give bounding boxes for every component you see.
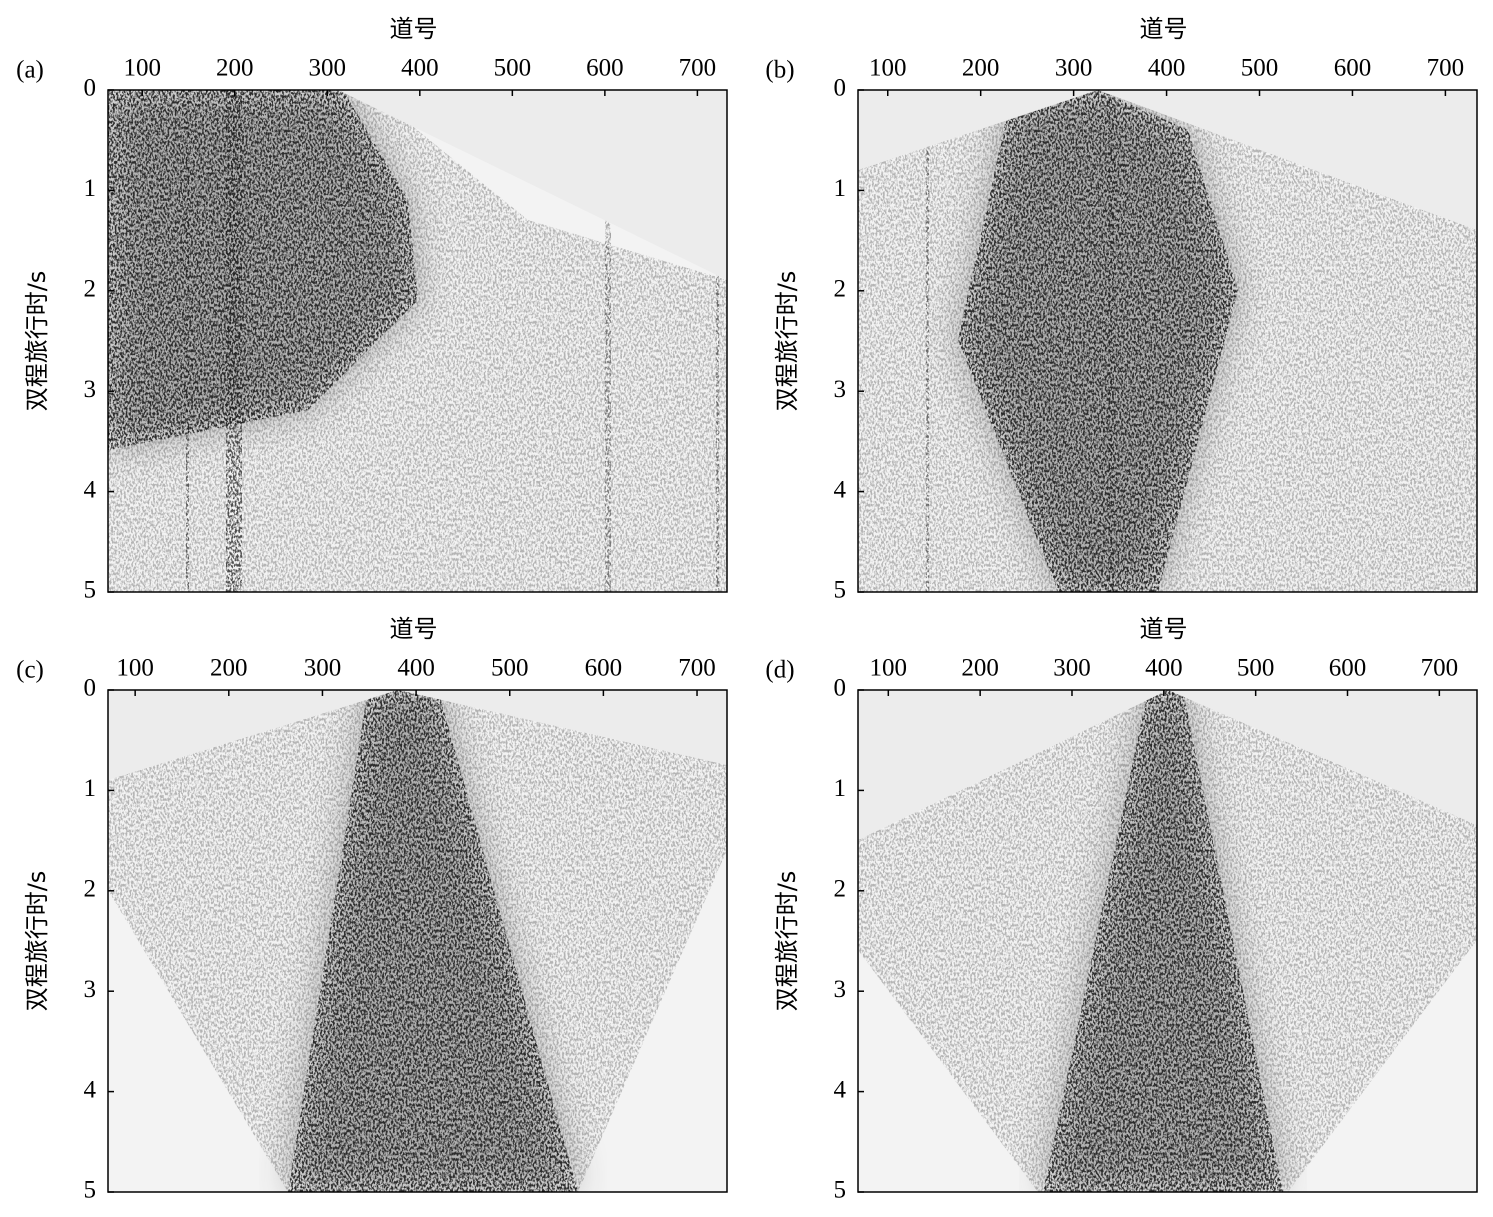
wave-energy-core <box>288 690 578 1192</box>
wave-energy-core <box>1043 690 1283 1192</box>
x-tick-label: 200 <box>210 655 248 682</box>
x-tick-label: 600 <box>1329 655 1367 682</box>
y-tick-label: 0 <box>834 675 847 702</box>
x-tick-label: 700 <box>678 655 716 682</box>
x-tick-label: 200 <box>961 655 999 682</box>
quiet-zone <box>1168 690 1477 825</box>
y-tick-label: 2 <box>84 276 97 303</box>
x-tick-label: 600 <box>586 55 624 82</box>
y-tick-label: 0 <box>84 75 97 102</box>
x-axis-label: 道号 <box>390 615 438 643</box>
plot-frame <box>107 89 728 593</box>
wave-energy-core <box>108 90 418 450</box>
x-tick-label: 700 <box>1421 655 1459 682</box>
plot-frame <box>107 689 728 1193</box>
y-tick-label: 0 <box>84 675 97 702</box>
y-tick-label: 4 <box>834 476 847 503</box>
y-tick-label: 2 <box>834 276 847 303</box>
panel-label: (b) <box>765 57 794 84</box>
y-tick-label: 5 <box>834 577 847 604</box>
x-tick-label: 300 <box>309 55 347 82</box>
noise-trace <box>186 90 189 592</box>
y-tick-label: 3 <box>834 976 847 1003</box>
y-tick-label: 4 <box>84 476 97 503</box>
y-axis-label: 双程旅行时/s <box>773 271 801 412</box>
quiet-zone <box>1098 90 1477 230</box>
plot-area <box>108 690 727 1192</box>
plot-area <box>858 690 1477 1192</box>
x-tick-label: 600 <box>1334 55 1372 82</box>
x-tick-label: 500 <box>1241 55 1279 82</box>
x-tick-label: 100 <box>123 55 161 82</box>
x-tick-label: 500 <box>491 655 529 682</box>
noise-trace <box>605 90 611 592</box>
quiet-zone <box>858 90 1098 170</box>
x-tick-label: 500 <box>1237 655 1275 682</box>
x-tick-label: 300 <box>304 655 342 682</box>
x-tick-label: 300 <box>1053 655 1091 682</box>
x-tick-label: 500 <box>494 55 532 82</box>
x-axis-label: 道号 <box>1140 615 1188 643</box>
y-tick-label: 0 <box>834 75 847 102</box>
noise-trace <box>1108 90 1114 592</box>
noise-trace <box>226 90 242 592</box>
plot-area <box>858 90 1477 592</box>
y-tick-label: 3 <box>84 376 97 403</box>
panel-label: (c) <box>16 657 44 684</box>
noise-trace <box>716 90 719 592</box>
quiet-zone <box>398 690 727 765</box>
y-axis-label: 双程旅行时/s <box>23 271 51 412</box>
x-tick-label: 400 <box>397 655 435 682</box>
y-tick-label: 4 <box>834 1076 847 1103</box>
y-tick-label: 3 <box>84 976 97 1003</box>
y-axis-label: 双程旅行时/s <box>773 871 801 1012</box>
y-tick-label: 5 <box>84 577 97 604</box>
x-tick-label: 700 <box>679 55 717 82</box>
plot-frame <box>857 89 1478 593</box>
x-tick-label: 300 <box>1055 55 1093 82</box>
y-tick-label: 5 <box>834 1177 847 1204</box>
y-tick-label: 4 <box>84 1076 97 1103</box>
y-tick-label: 1 <box>84 775 97 802</box>
y-tick-label: 1 <box>84 175 97 202</box>
x-tick-label: 200 <box>216 55 254 82</box>
plot-frame <box>857 689 1478 1193</box>
plot-area <box>108 90 727 592</box>
y-axis-label: 双程旅行时/s <box>23 871 51 1012</box>
y-tick-label: 1 <box>834 175 847 202</box>
y-tick-label: 2 <box>834 876 847 903</box>
x-tick-label: 600 <box>585 655 623 682</box>
y-tick-label: 1 <box>834 775 847 802</box>
x-tick-label: 400 <box>1148 55 1186 82</box>
x-tick-label: 400 <box>401 55 439 82</box>
y-tick-label: 3 <box>834 376 847 403</box>
panel-label: (a) <box>16 57 44 84</box>
quiet-zone <box>108 690 398 780</box>
quiet-zone <box>858 690 1168 840</box>
panel-label: (d) <box>765 657 794 684</box>
y-tick-label: 2 <box>84 876 97 903</box>
y-tick-label: 5 <box>84 1177 97 1204</box>
x-tick-label: 100 <box>870 655 908 682</box>
x-tick-label: 200 <box>962 55 1000 82</box>
x-axis-label: 道号 <box>390 15 438 43</box>
x-axis-label: 道号 <box>1140 15 1188 43</box>
wave-energy-core <box>958 90 1238 592</box>
x-tick-label: 700 <box>1427 55 1465 82</box>
x-tick-label: 100 <box>116 655 154 682</box>
noise-trace <box>926 90 929 592</box>
x-tick-label: 100 <box>869 55 907 82</box>
quiet-zone <box>338 90 727 280</box>
x-tick-label: 400 <box>1145 655 1183 682</box>
